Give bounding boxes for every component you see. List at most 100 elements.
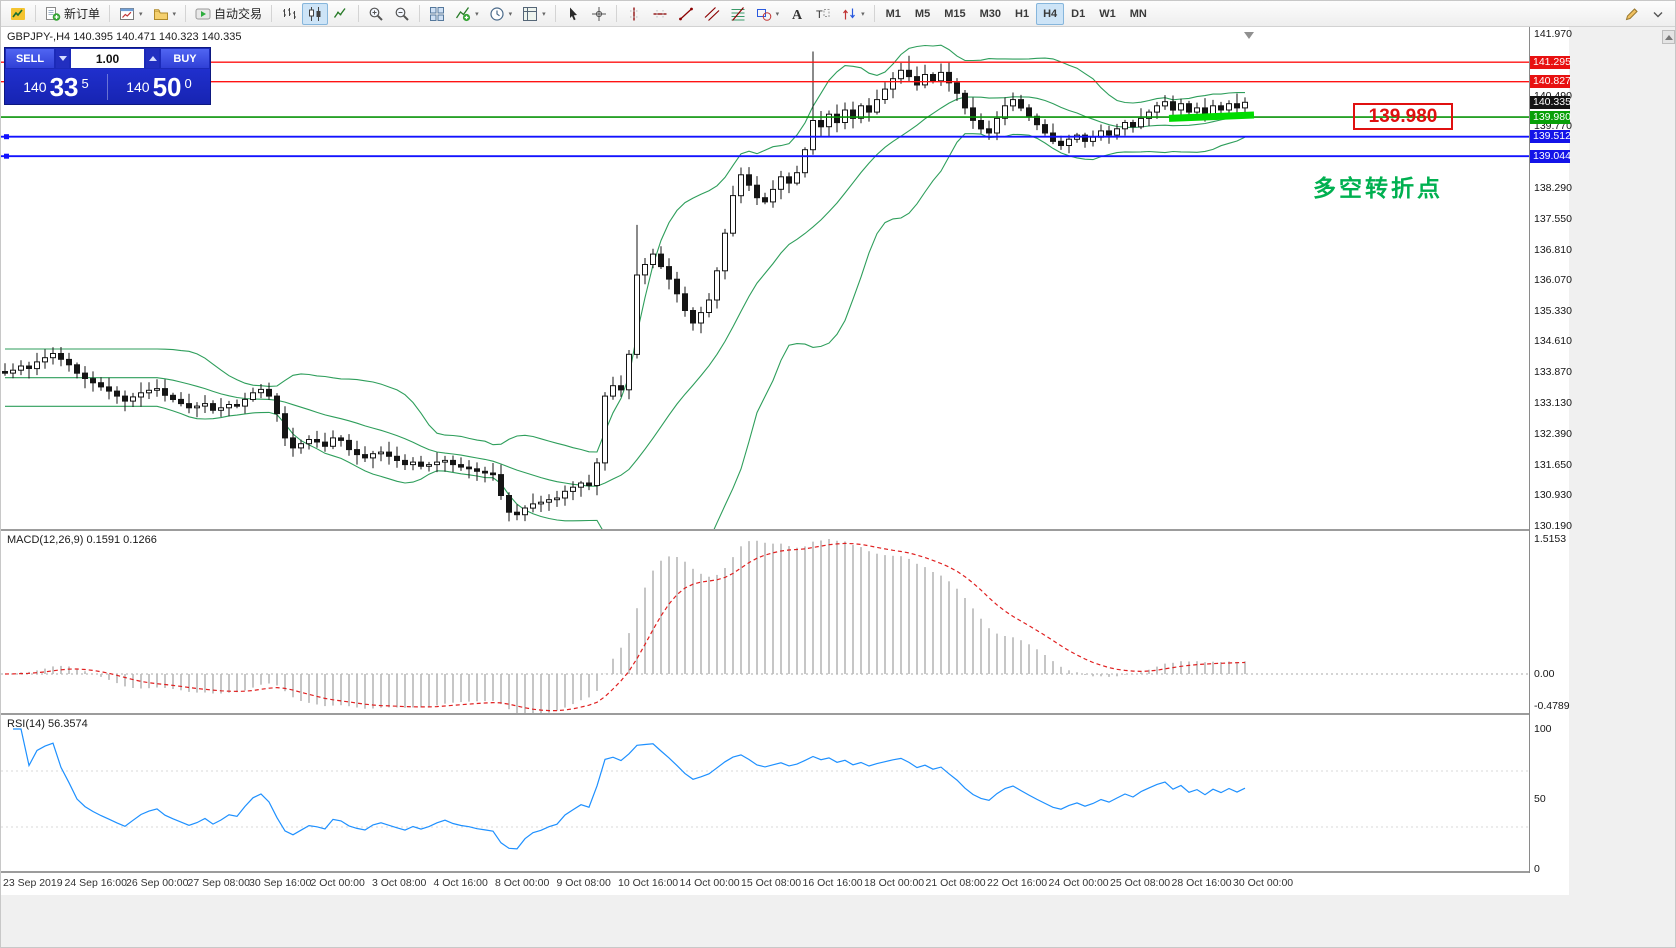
bar-chart-button[interactable] xyxy=(276,3,302,25)
candle xyxy=(586,474,592,491)
vertical-line-button[interactable] xyxy=(621,3,647,25)
autotrading-icon xyxy=(195,8,211,19)
timeframe-h4[interactable]: H4 xyxy=(1036,2,1065,25)
timeframe-m30[interactable]: M30 xyxy=(973,3,1008,25)
cursor-icon xyxy=(569,7,577,20)
candle xyxy=(914,66,920,91)
sell-price[interactable]: 140 33 5 xyxy=(5,72,107,102)
zoom-out-button[interactable] xyxy=(389,3,415,25)
candle xyxy=(498,464,504,500)
candle xyxy=(418,455,424,470)
dropdown-caret-icon: ▾ xyxy=(139,10,143,18)
candle xyxy=(322,432,328,452)
new-order-button[interactable]: 新订单 xyxy=(40,3,105,25)
time-axis-label: 8 Oct 00:00 xyxy=(495,877,550,889)
candle xyxy=(18,360,24,376)
line-chart-button[interactable] xyxy=(328,3,354,25)
tile-windows-button[interactable] xyxy=(424,3,450,25)
timeframe-label: M1 xyxy=(885,7,901,20)
toolbar-overflow-button[interactable] xyxy=(1645,3,1671,25)
candle xyxy=(754,176,760,205)
candle xyxy=(826,110,832,138)
trend-highlight-segment[interactable] xyxy=(1168,111,1255,122)
price-axis[interactable]: 141.970140.490139.770138.290137.550136.8… xyxy=(1529,27,1572,875)
zoom-in-icon xyxy=(369,7,383,21)
crosshair-button[interactable] xyxy=(586,3,612,25)
volume-decrease-button[interactable] xyxy=(55,48,70,69)
equidistant-channel-button[interactable] xyxy=(699,3,725,25)
channel-icon xyxy=(704,6,720,21)
volume-increase-button[interactable] xyxy=(145,48,160,69)
price-chart-pane[interactable]: GBPJPY-,H4 140.395 140.471 140.323 140.3… xyxy=(1,27,1529,529)
volume-input[interactable] xyxy=(70,48,145,69)
timeframe-m1[interactable]: M1 xyxy=(879,3,908,25)
candle xyxy=(234,399,240,409)
line-handle[interactable] xyxy=(4,153,9,159)
candle xyxy=(1082,132,1088,148)
line-handle[interactable] xyxy=(4,134,9,140)
candle xyxy=(1130,119,1136,133)
pane-separator[interactable] xyxy=(1,529,1569,531)
candle xyxy=(290,427,296,457)
candle xyxy=(1218,101,1224,115)
rsi-pane[interactable]: RSI(14) 56.3574 xyxy=(1,715,1529,871)
candle xyxy=(666,258,672,290)
fibonacci-button[interactable] xyxy=(725,3,751,25)
time-axis[interactable]: 23 Sep 2019 24 Sep 16:00 26 Sep 00:00 27 Se… xyxy=(1,873,1569,895)
timeframe-mn[interactable]: MN xyxy=(1123,3,1154,25)
candle xyxy=(490,463,496,481)
toolbar-separator xyxy=(358,5,360,22)
timeframe-d1[interactable]: D1 xyxy=(1064,3,1092,25)
timeframe-m5[interactable]: M5 xyxy=(908,3,937,25)
arrows-button[interactable]: ▾ xyxy=(836,3,870,25)
new-chart-button[interactable]: ▾ xyxy=(114,3,148,25)
scrollbar-up-button[interactable] xyxy=(1662,30,1675,44)
timeframe-m15[interactable]: M15 xyxy=(937,3,972,25)
candle xyxy=(450,455,456,472)
indicators-button[interactable]: ▾ xyxy=(450,3,484,25)
buy-price-point: 0 xyxy=(184,75,192,91)
text-label-button[interactable]: T xyxy=(810,3,836,25)
timeframe-w1[interactable]: W1 xyxy=(1092,3,1123,25)
horizontal-line-button[interactable] xyxy=(647,3,673,25)
pane-separator[interactable] xyxy=(1,713,1569,715)
candle xyxy=(578,480,584,497)
candlestick-chart-button[interactable] xyxy=(302,2,329,25)
arrows-icon xyxy=(843,8,856,19)
candle xyxy=(834,104,840,133)
profiles-button[interactable]: ▾ xyxy=(148,3,182,25)
shapes-button[interactable]: ▾ xyxy=(751,3,785,25)
zoom-in-button[interactable] xyxy=(363,3,389,25)
cursor-button[interactable] xyxy=(560,3,586,25)
sell-button[interactable]: SELL xyxy=(5,48,55,69)
time-axis-label: 23 Sep 2019 xyxy=(3,877,63,889)
axis-tick-label: 130.930 xyxy=(1534,489,1572,502)
text-button[interactable]: A xyxy=(784,3,810,25)
vline-icon xyxy=(629,7,638,20)
timeframe-label: H4 xyxy=(1043,7,1058,20)
autotrading-button[interactable]: 自动交易 xyxy=(190,3,267,25)
trendline-button[interactable] xyxy=(673,3,699,25)
buy-price[interactable]: 140 50 0 xyxy=(108,72,210,102)
candle xyxy=(570,481,576,501)
candle xyxy=(250,387,256,402)
candle xyxy=(442,455,448,472)
pane-separator[interactable] xyxy=(1,871,1569,873)
templates-button[interactable]: ▾ xyxy=(517,3,551,25)
timeframe-h1[interactable]: H1 xyxy=(1008,3,1036,25)
candle xyxy=(1242,97,1248,114)
toolbar-group: ▾ ▾ ▾ xyxy=(424,1,551,26)
candle xyxy=(850,101,856,129)
text-icon: A xyxy=(792,8,803,22)
candle xyxy=(1010,92,1016,112)
candle xyxy=(10,363,16,379)
periods-button[interactable]: ▾ xyxy=(484,3,518,25)
toolbar-separator xyxy=(109,5,111,22)
candle xyxy=(170,392,176,403)
quick-edit-button[interactable] xyxy=(1619,3,1645,25)
bars-icon xyxy=(283,7,297,19)
chart-shift-marker[interactable] xyxy=(1244,32,1254,39)
macd-pane[interactable]: MACD(12,26,9) 0.1591 0.1266 xyxy=(1,531,1529,713)
candle xyxy=(1042,119,1048,136)
buy-button[interactable]: BUY xyxy=(160,48,210,69)
